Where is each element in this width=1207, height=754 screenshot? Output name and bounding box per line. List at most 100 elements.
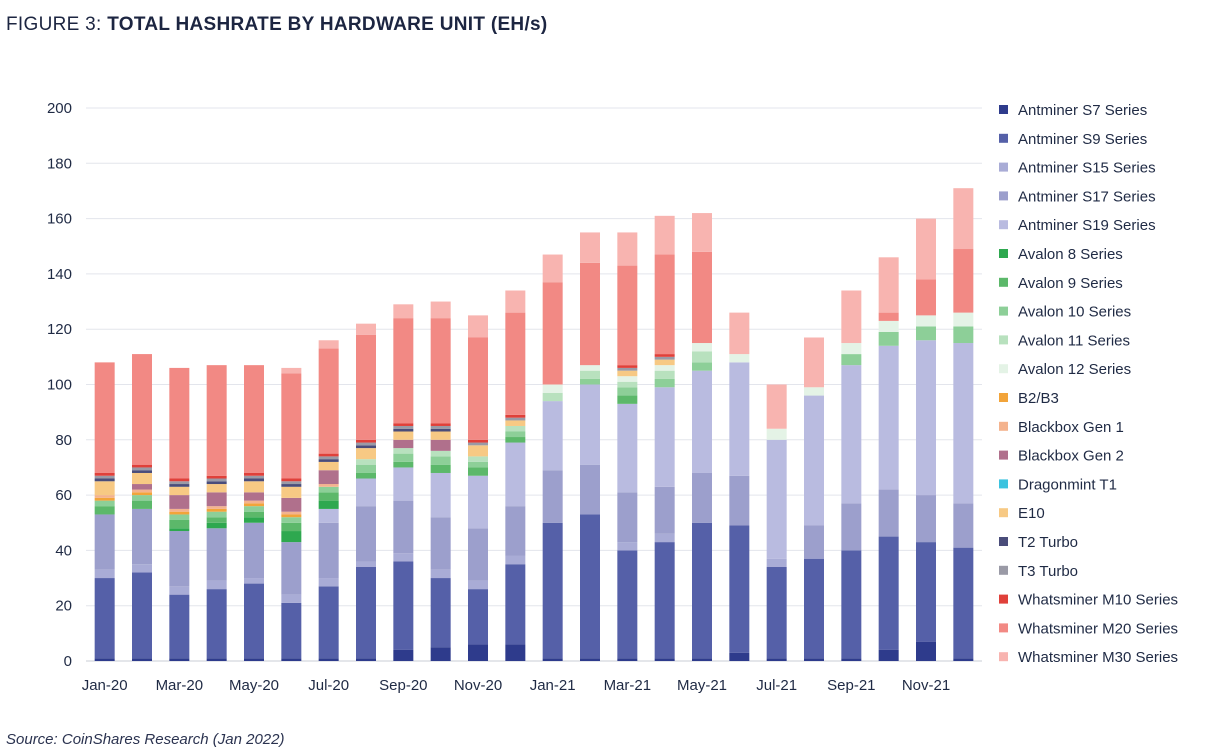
bar-segment [617,376,638,382]
legend-label: Antminer S7 Series [1018,102,1147,119]
x-tick-label: Jan-21 [530,677,576,694]
bar-segment [393,649,414,661]
bars [94,188,974,661]
bar-segment [356,506,376,562]
bar-segment [281,478,302,482]
bar-segment [281,511,302,515]
bar-segment [916,340,936,496]
bar-segment [729,525,750,653]
bar-segment [206,511,227,518]
bar-segment [206,484,227,493]
bar-segment [654,254,675,355]
bar-segment [281,658,302,661]
legend-swatch [999,162,1008,172]
bar-segment [654,378,675,388]
bar-segment [878,536,899,650]
bar-segment [318,492,339,501]
legend-label: Avalon 11 Series [1018,332,1130,349]
y-tick-label: 20 [55,598,72,615]
bar-segment [318,470,339,485]
bar-segment [169,514,190,520]
bar-segment [356,658,376,661]
bar-segment [505,312,526,415]
legend-label: T2 Turbo [1018,534,1078,551]
legend-label: Antminer S19 Series [1018,217,1156,234]
legend-label: E10 [1018,505,1045,522]
bar-segment [766,428,787,440]
x-tick-label: May-20 [229,677,279,694]
bar-segment [617,550,638,659]
bar-segment [654,215,675,255]
bar-segment [692,351,712,363]
bar-segment [356,445,376,449]
bar-segment [244,503,264,507]
bar-segment [132,658,152,661]
bar-segment [318,340,339,349]
bar-segment [878,489,899,537]
bar-segment [654,533,675,543]
bar-segment [430,301,451,319]
bar-segment [916,279,936,316]
bar-segment [244,492,264,501]
bar-segment [393,561,414,650]
bar-segment [841,503,862,551]
bar-segment [356,459,376,465]
bar-segment [804,558,824,659]
bar-segment [206,658,227,661]
bar-segment [206,492,227,507]
bar-segment [206,506,227,509]
bar-segment [804,525,824,559]
bar-segment [468,467,488,476]
legend-label: Blackbox Gen 2 [1018,448,1124,465]
bar-segment [393,318,414,424]
bar-segment [244,578,264,584]
legend-label: Avalon 12 Series [1018,361,1131,378]
legend-label: Blackbox Gen 1 [1018,419,1124,436]
bar-segment [94,475,115,479]
bar-segment [206,517,227,523]
bar-segment [580,378,600,385]
bar-segment [468,439,488,443]
bar-segment [617,232,638,266]
bar-segment [580,370,600,379]
bar-segment [430,569,451,579]
bar-segment [692,343,712,352]
bar-segment [468,445,488,457]
bar-segment [356,334,376,440]
bar-segment [393,500,414,554]
bar-segment [505,644,526,661]
legend-swatch [999,220,1008,230]
bar-segment [841,550,862,659]
bar-segment [505,555,526,565]
y-tick-label: 140 [47,266,72,283]
bar-segment [692,658,712,661]
bar-segment [505,414,526,418]
bar-segment [318,348,339,454]
bar-segment [318,586,339,659]
legend-label: Antminer S15 Series [1018,160,1156,177]
bar-segment [804,658,824,661]
bar-segment [169,484,190,487]
bar-segment [94,514,115,570]
bar-segment [281,367,302,374]
bar-segment [169,528,190,532]
bar-segment [580,514,600,659]
bar-segment [617,365,638,368]
bar-segment [206,475,227,479]
bar-segment [94,578,115,659]
bar-segment [729,312,750,355]
bar-segment [692,362,712,371]
bar-segment [356,448,376,460]
bar-segment [953,547,974,659]
bar-segment [281,373,302,479]
bar-segment [281,514,302,518]
bar-segment [692,522,712,659]
bar-segment [841,658,862,661]
bar-segment [468,644,488,661]
bar-segment [393,423,414,426]
bar-segment [206,365,227,476]
bar-segment [281,486,302,498]
legend-label: Whatsminer M30 Series [1018,649,1178,666]
bar-segment [617,387,638,396]
